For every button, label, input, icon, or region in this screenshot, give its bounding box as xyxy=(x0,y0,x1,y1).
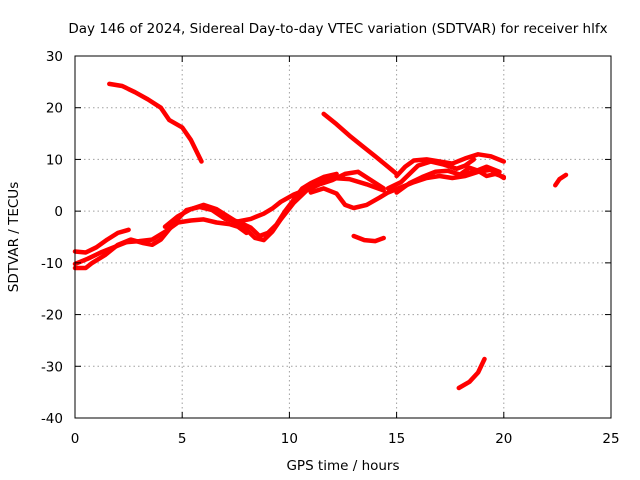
plot-frame xyxy=(74,55,612,419)
y-tick-label: 20 xyxy=(46,101,63,117)
series-arc-15 xyxy=(553,172,569,188)
series-arc-7 xyxy=(321,111,399,177)
series-arc-5 xyxy=(162,169,386,243)
series-arc-6 xyxy=(231,171,339,239)
y-tick-label: 30 xyxy=(46,49,63,65)
data-series xyxy=(72,81,569,391)
y-tick-label: -10 xyxy=(41,256,63,272)
x-tick-label: 25 xyxy=(602,431,619,447)
series-arc-12 xyxy=(458,165,507,180)
axis-ticks: 0 5 10 15 20 25 -40 -30 -20 -10 0 10 20 30 xyxy=(41,49,620,447)
series-arc-11 xyxy=(394,152,507,179)
series-arc-1 xyxy=(107,81,204,164)
series-arc-2 xyxy=(72,227,131,255)
x-tick-label: 15 xyxy=(388,431,405,447)
series-arc-14 xyxy=(456,356,487,391)
series-arc-10 xyxy=(394,164,502,195)
grid xyxy=(75,56,611,418)
y-tick-label: 10 xyxy=(46,152,63,168)
x-tick-label: 5 xyxy=(178,431,187,447)
x-tick-label: 20 xyxy=(495,431,512,447)
y-tick-label: 0 xyxy=(54,204,63,220)
x-tick-label: 0 xyxy=(71,431,80,447)
y-tick-label: -30 xyxy=(41,359,63,375)
x-axis-label: GPS time / hours xyxy=(286,458,399,474)
y-tick-label: -40 xyxy=(41,411,63,427)
x-tick-label: 10 xyxy=(281,431,298,447)
series-arc-13 xyxy=(351,233,386,244)
chart-title: Day 146 of 2024, Sidereal Day-to-day VTE… xyxy=(68,21,607,37)
y-tick-label: -20 xyxy=(41,308,63,324)
y-axis-label: SDTVAR / TECUs xyxy=(6,182,22,292)
